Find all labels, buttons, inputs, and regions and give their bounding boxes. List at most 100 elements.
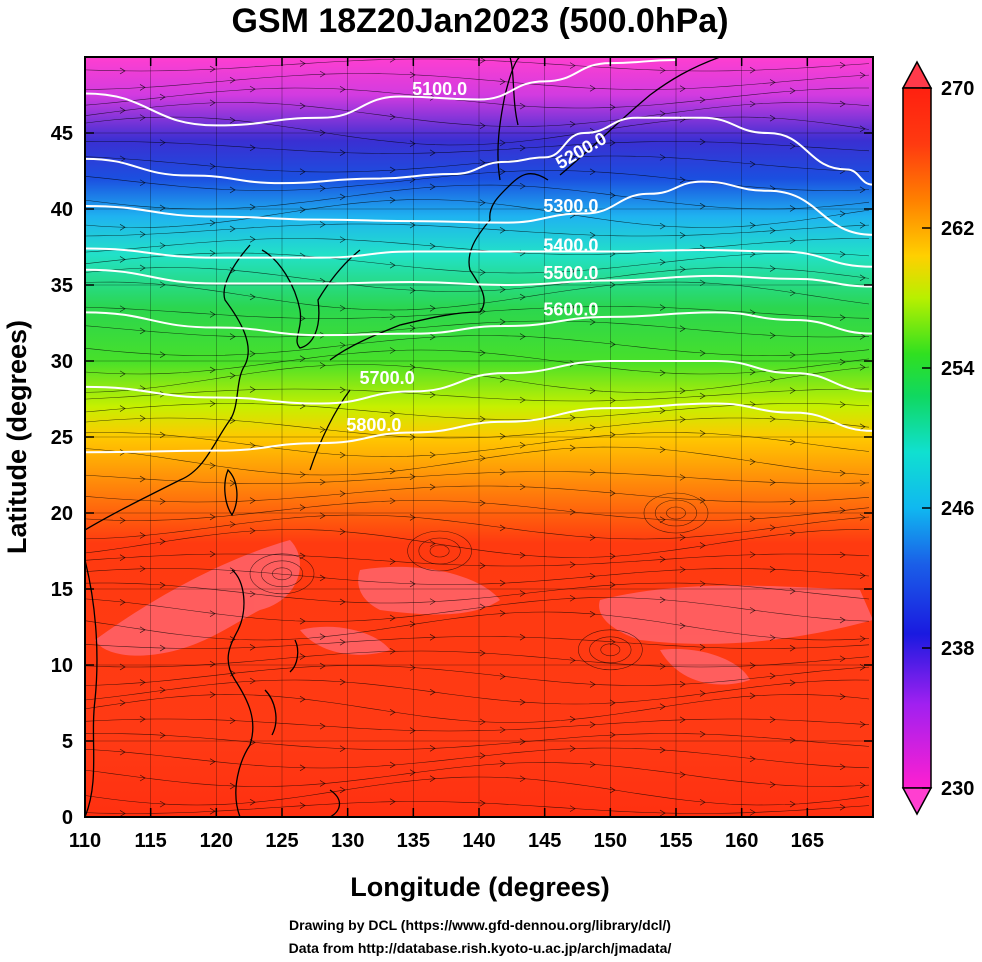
streamline-arrow [249, 236, 256, 243]
streamline-arrow [319, 512, 326, 520]
streamline [85, 58, 870, 72]
streamline [85, 388, 869, 402]
streamline-arrow [209, 660, 216, 668]
streamline-arrow [609, 552, 616, 560]
streamline-arrow [429, 775, 436, 782]
streamline-arrow [659, 67, 666, 74]
streamline-arrow [789, 438, 796, 446]
y-tick-label: 10 [51, 655, 73, 677]
streamline-arrow [389, 467, 396, 475]
streamline-arrow [209, 99, 216, 107]
streamline-arrow [679, 622, 686, 630]
colorbar-top-arrow [901, 60, 933, 89]
streamline-arrow [499, 579, 506, 587]
streamline-arrow [119, 748, 126, 756]
streamline-arrow [659, 746, 666, 754]
colorbar-tick-label: 262 [941, 218, 974, 240]
streamline-arrow [299, 471, 306, 478]
streamline-arrow [299, 695, 306, 703]
streamline-arrow [499, 609, 506, 617]
y-tick-label: 35 [51, 275, 73, 297]
streamline-arrow [389, 261, 396, 269]
streamline-arrow [299, 102, 306, 110]
streamline-arrow [769, 376, 776, 383]
streamline-arrow [789, 205, 796, 212]
streamline-arrow [839, 210, 846, 218]
streamline-arrow [569, 508, 576, 516]
streamline-arrow [229, 372, 236, 379]
streamline [85, 73, 870, 90]
streamline-arrow [880, 527, 885, 533]
streamline-arrow [679, 325, 686, 332]
streamline-arrow [679, 474, 686, 481]
streamline-arrow [119, 699, 126, 707]
streamline [85, 611, 870, 641]
x-tick-label: 110 [69, 830, 101, 852]
colorbar-tick-label: 230 [941, 778, 974, 800]
streamline-arrow [409, 727, 416, 734]
streamline-arrow [749, 100, 756, 108]
streamline-arrow [769, 265, 776, 272]
streamline-arrow [659, 446, 666, 453]
streamline-arrow [589, 681, 596, 688]
contour-line [85, 311, 873, 337]
y-axis-label: Latitude (degrees) [2, 320, 32, 554]
streamline-arrow [409, 221, 416, 229]
streamline-arrow [339, 745, 346, 752]
streamline-arrow [659, 304, 666, 311]
streamline-arrow [749, 755, 756, 763]
streamline-arrow [249, 497, 256, 504]
y-tick-label: 5 [62, 731, 73, 753]
streamline [85, 747, 870, 769]
streamline-arrow [159, 732, 166, 739]
streamline-arrow [409, 287, 416, 294]
streamline-arrow [139, 179, 146, 187]
streamline-arrow [609, 281, 616, 289]
streamline-arrow [519, 590, 526, 597]
streamline-arrow [609, 103, 616, 111]
streamline-arrow [409, 664, 416, 671]
streamline-arrow [519, 102, 526, 110]
streamline-arrow [699, 690, 706, 697]
streamline-arrow [119, 405, 126, 412]
streamline-arrow [609, 192, 616, 199]
streamline-arrow [319, 362, 326, 369]
streamline-arrow [769, 524, 776, 532]
streamline-arrow [479, 269, 486, 276]
streamline-arrow [789, 800, 796, 808]
streamline-arrow [409, 514, 416, 521]
streamline-arrow [299, 802, 306, 809]
streamline-arrow [499, 433, 506, 440]
streamline-arrow [159, 538, 166, 545]
streamline-arrow [880, 197, 885, 203]
streamline-arrow [479, 499, 486, 507]
streamline [85, 694, 870, 723]
streamline-arrow [479, 718, 486, 726]
streamline-arrow [299, 315, 306, 322]
vortex-streamline [578, 629, 643, 671]
streamline-arrow [699, 730, 706, 738]
streamline-arrow [229, 225, 236, 233]
streamline-arrow [569, 715, 576, 723]
streamline-arrow [880, 678, 885, 684]
vortex-streamline [654, 499, 698, 527]
y-tick-label: 40 [51, 199, 73, 221]
streamline [85, 650, 870, 668]
streamline-arrow [659, 663, 666, 670]
streamline-arrow [209, 65, 216, 73]
streamline-arrow [209, 219, 216, 227]
streamline-arrow [119, 67, 126, 75]
streamline-arrow [569, 805, 576, 812]
streamline-arrow [589, 534, 596, 541]
streamline [85, 636, 870, 649]
streamline-arrow [249, 386, 256, 393]
streamline [85, 733, 870, 750]
streamline-arrow [409, 580, 416, 588]
streamline-arrow [839, 469, 846, 477]
streamline-arrow [339, 236, 346, 243]
streamline-arrow [409, 620, 416, 628]
streamline-arrow [789, 87, 796, 95]
streamline-arrow [859, 72, 866, 79]
streamline-arrow [569, 414, 576, 422]
